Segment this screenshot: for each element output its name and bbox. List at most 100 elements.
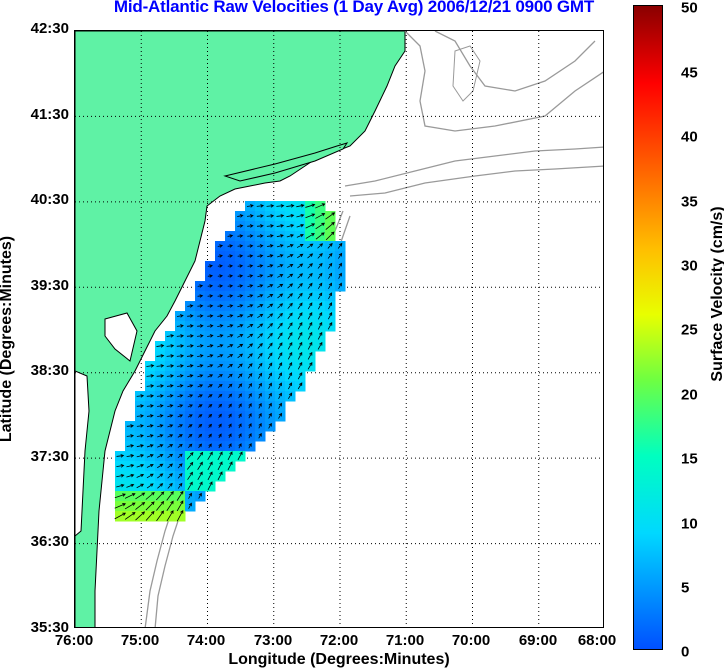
velocity-arrow xyxy=(197,471,203,481)
velocity-arrow xyxy=(186,452,194,460)
velocity-arrow xyxy=(146,374,155,378)
velocity-arrow xyxy=(268,392,272,399)
velocity-arrow xyxy=(177,472,183,479)
velocity-arrow xyxy=(297,282,303,289)
velocity-arrow xyxy=(155,491,165,501)
velocity-arrow xyxy=(197,294,204,298)
velocity-arrow xyxy=(278,392,282,399)
velocity-arrow xyxy=(207,461,213,471)
velocity-arrow xyxy=(146,463,154,468)
velocity-arrow xyxy=(247,343,254,349)
velocity-arrow xyxy=(237,274,244,278)
velocity-arrow xyxy=(198,492,202,499)
velocity-arrow xyxy=(177,394,184,398)
velocity-arrow xyxy=(237,373,243,379)
colorbar-tick-40: 40 xyxy=(681,128,698,146)
velocity-arrow xyxy=(208,413,213,418)
velocity-arrow xyxy=(327,242,333,249)
velocity-arrow xyxy=(166,490,174,501)
velocity-arrow xyxy=(327,321,333,330)
velocity-arrow xyxy=(268,422,272,429)
colorbar-tick-0: 0 xyxy=(681,643,690,661)
velocity-arrow xyxy=(187,304,194,308)
velocity-arrow xyxy=(247,224,254,228)
velocity-arrow xyxy=(217,274,224,278)
velocity-arrow xyxy=(207,394,213,398)
velocity-arrow xyxy=(317,282,323,290)
velocity-arrow xyxy=(208,404,213,408)
velocity-arrow xyxy=(238,383,243,389)
velocity-arrow xyxy=(268,402,272,409)
velocity-arrow xyxy=(268,412,272,419)
velocity-arrow xyxy=(247,244,254,248)
velocity-arrow xyxy=(136,463,145,468)
velocity-arrow xyxy=(267,342,273,350)
velocity-arrow xyxy=(197,354,204,358)
velocity-arrow xyxy=(156,500,165,511)
velocity-arrow xyxy=(146,483,154,489)
velocity-arrow xyxy=(247,264,254,268)
lat-tick-4230: 42:30 xyxy=(30,20,69,37)
velocity-arrow xyxy=(307,292,313,300)
velocity-arrow xyxy=(207,384,213,388)
lon-tick-7300: 73:00 xyxy=(253,632,293,649)
velocity-arrow xyxy=(268,372,272,380)
velocity-arrow xyxy=(307,282,313,289)
velocity-arrow xyxy=(247,254,254,258)
velocity-arrow xyxy=(135,492,146,500)
velocity-arrow xyxy=(167,404,174,408)
velocity-arrow xyxy=(136,454,145,458)
velocity-arrow xyxy=(126,424,135,428)
lat-tick-3830: 38:30 xyxy=(30,362,69,379)
velocity-arrow xyxy=(126,434,135,438)
velocity-arrow xyxy=(197,304,204,308)
velocity-arrow xyxy=(317,341,323,350)
velocity-arrow xyxy=(287,341,293,350)
velocity-arrow xyxy=(247,234,254,238)
velocity-arrow xyxy=(286,214,295,218)
lat-tick-4030: 40:30 xyxy=(30,191,69,208)
velocity-arrow xyxy=(287,283,294,289)
velocity-arrow xyxy=(217,461,223,471)
velocity-arrow xyxy=(145,491,155,500)
velocity-arrow xyxy=(208,423,212,428)
velocity-arrow xyxy=(276,234,284,238)
velocity-arrow xyxy=(156,384,164,388)
velocity-arrow xyxy=(297,341,303,350)
velocity-arrow xyxy=(217,354,224,358)
x-axis-label: Longitude (Degrees:Minutes) xyxy=(228,651,450,668)
velocity-arrow xyxy=(187,471,193,480)
velocity-arrow xyxy=(177,463,183,469)
velocity-arrow xyxy=(197,364,204,368)
velocity-arrow xyxy=(197,284,204,288)
velocity-arrow xyxy=(217,254,224,258)
velocity-arrow xyxy=(257,352,263,359)
velocity-arrow xyxy=(325,212,336,220)
velocity-arrow xyxy=(156,344,165,348)
velocity-arrow xyxy=(297,331,303,340)
velocity-arrow xyxy=(297,253,304,259)
velocity-arrow xyxy=(157,424,164,428)
velocity-arrow xyxy=(317,311,323,320)
velocity-arrow xyxy=(198,433,203,438)
velocity-arrow xyxy=(247,363,253,369)
velocity-arrow xyxy=(258,412,262,419)
colorbar-tick-35: 35 xyxy=(681,193,698,211)
colorbar-tick-30: 30 xyxy=(681,257,698,275)
velocity-arrow xyxy=(135,501,146,510)
velocity-arrow xyxy=(277,352,283,360)
velocity-arrow xyxy=(257,333,264,339)
velocity-arrow xyxy=(228,443,232,449)
velocity-arrow xyxy=(338,252,343,259)
velocity-arrow xyxy=(277,283,284,289)
velocity-arrow xyxy=(166,354,175,358)
velocity-arrow xyxy=(266,224,274,228)
velocity-arrow xyxy=(228,423,232,429)
colorbar-gradient xyxy=(634,6,662,649)
velocity-arrow xyxy=(228,393,233,399)
velocity-arrow xyxy=(176,509,184,522)
velocity-arrow xyxy=(277,274,284,278)
velocity-arrow xyxy=(237,353,244,359)
velocity-arrow xyxy=(287,254,294,258)
velocity-arrow xyxy=(237,244,244,248)
